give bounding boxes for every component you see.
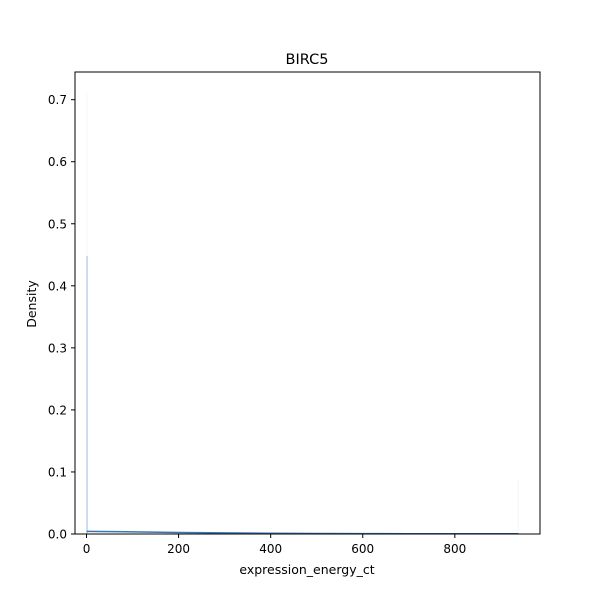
histogram-bar-2 bbox=[517, 479, 519, 534]
chart-title: BIRC5 bbox=[286, 52, 329, 68]
kde-curve-group bbox=[86, 530, 519, 535]
x-tick-label: 800 bbox=[443, 542, 466, 556]
plot-frame bbox=[74, 71, 541, 535]
y-axis-label: Density bbox=[24, 280, 39, 328]
x-tick-label: 600 bbox=[351, 542, 374, 556]
y-tick-label: 0.3 bbox=[48, 341, 67, 355]
kde-curve bbox=[86, 530, 519, 535]
x-axis-ticks: 0 200 400 600 800 bbox=[83, 534, 466, 556]
y-tick-label: 0.2 bbox=[48, 403, 67, 417]
y-tick-label: 0.0 bbox=[48, 528, 67, 542]
y-tick-label: 0.7 bbox=[48, 93, 67, 107]
x-tick-label: 0 bbox=[83, 542, 91, 556]
y-axis-ticks: 0.0 0.1 0.2 0.3 0.4 0.5 0.6 0.7 bbox=[48, 93, 75, 542]
x-tick-label: 200 bbox=[167, 542, 190, 556]
histogram-bar-1 bbox=[86, 256, 88, 534]
y-tick-label: 0.4 bbox=[48, 279, 67, 293]
y-tick-label: 0.5 bbox=[48, 217, 67, 231]
y-tick-label: 0.1 bbox=[48, 465, 67, 479]
x-tick-label: 400 bbox=[259, 542, 282, 556]
x-axis-label: expression_energy_ct bbox=[239, 562, 374, 577]
y-tick-label: 0.6 bbox=[48, 155, 67, 169]
histogram-bars bbox=[86, 93, 519, 534]
